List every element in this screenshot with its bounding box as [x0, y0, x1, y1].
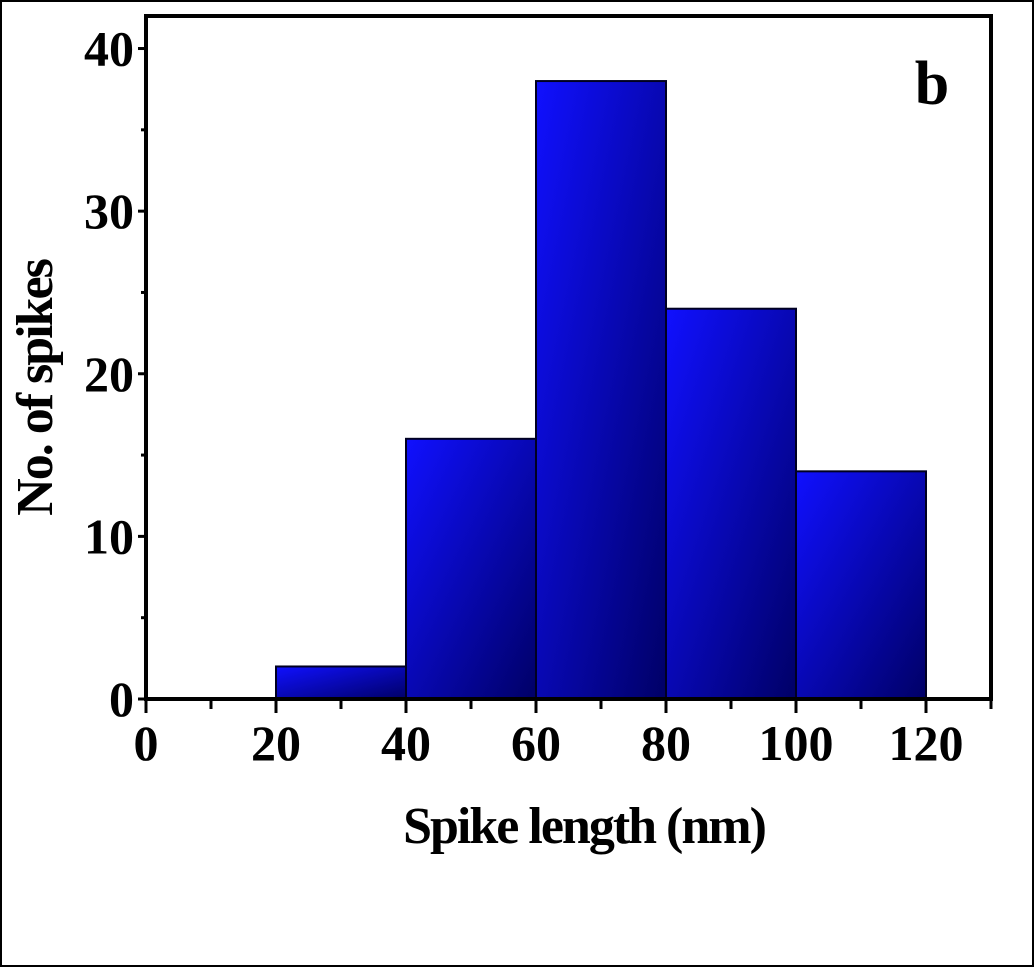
x-tick-label: 20: [251, 715, 301, 771]
histogram-bar-60-80: [535, 80, 667, 701]
x-tick-label: 60: [511, 715, 561, 771]
x-tick-label: 0: [134, 715, 159, 771]
histogram-bars: [275, 80, 927, 701]
y-tick-label: 30: [84, 183, 134, 239]
x-tick-label: 40: [381, 715, 431, 771]
y-axis-title: No. of spikes: [7, 259, 64, 515]
panel-label: b: [915, 50, 949, 118]
axis-ticks: [138, 47, 993, 713]
histogram-bar-40-60: [405, 437, 537, 700]
x-tick-label: 100: [759, 715, 834, 771]
y-tick-label: 0: [109, 671, 134, 727]
axis-tick-labels: 0 20 40 60 80 100 120 0 10 20 30 40: [84, 21, 964, 771]
x-tick-label: 120: [889, 715, 964, 771]
y-tick-label: 10: [84, 508, 134, 564]
histogram-bar-100-120: [795, 470, 927, 701]
x-axis-title: Spike length (nm): [403, 798, 766, 855]
histogram-bar-80-100: [665, 307, 797, 700]
y-tick-label: 20: [84, 346, 134, 402]
plot-area-border: [144, 14, 993, 701]
histogram-bar-20-40: [275, 665, 407, 701]
x-tick-label: 80: [641, 715, 691, 771]
y-tick-label: 40: [84, 21, 134, 77]
